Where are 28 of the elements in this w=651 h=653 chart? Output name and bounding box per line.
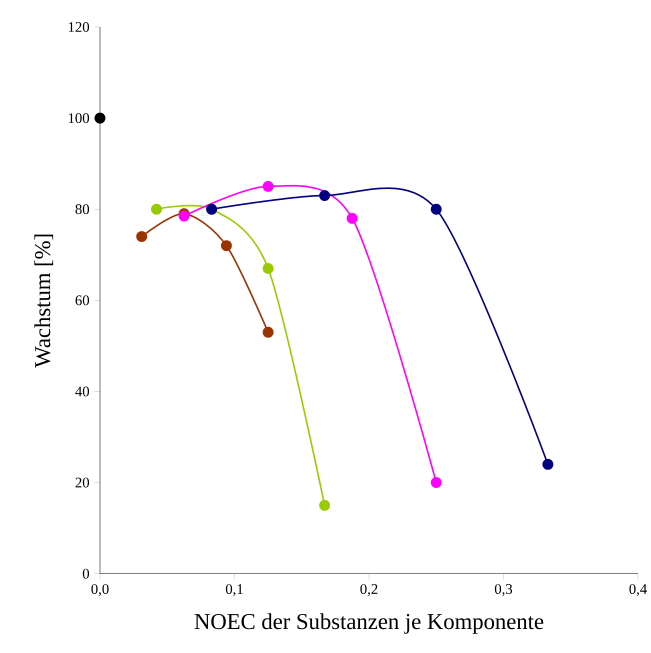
x-tick-label: 0,1 bbox=[226, 584, 243, 596]
y-tick-label: 0 bbox=[82, 568, 90, 579]
x-axis-title: NOEC der Substanzen je Komponente bbox=[194, 613, 544, 634]
y-tick-label: 20 bbox=[76, 478, 90, 488]
point bbox=[262, 262, 274, 274]
y-tick-label: 100 bbox=[68, 113, 90, 124]
point bbox=[178, 210, 190, 222]
y-tick-label: 40 bbox=[75, 386, 90, 396]
point bbox=[319, 190, 330, 202]
x-tick-label: 0,0 bbox=[91, 584, 109, 596]
y-axis-title: Wachstum [%] bbox=[34, 234, 54, 368]
x-tick-label: 0,4 bbox=[629, 584, 647, 596]
point bbox=[262, 326, 274, 338]
point bbox=[136, 231, 148, 242]
point bbox=[542, 458, 554, 470]
point bbox=[262, 180, 274, 192]
point bbox=[94, 112, 106, 124]
y-tick-label: 60 bbox=[76, 295, 90, 306]
x-tick-label: 0,3 bbox=[494, 584, 512, 596]
x-tick-label: 0,2 bbox=[360, 584, 378, 596]
point bbox=[430, 477, 442, 488]
point bbox=[319, 500, 330, 511]
point bbox=[430, 204, 442, 215]
point bbox=[151, 204, 162, 215]
point bbox=[346, 212, 358, 224]
point bbox=[220, 240, 232, 252]
y-tick-label: 80 bbox=[75, 204, 90, 214]
y-tick-label: 120 bbox=[68, 22, 90, 32]
